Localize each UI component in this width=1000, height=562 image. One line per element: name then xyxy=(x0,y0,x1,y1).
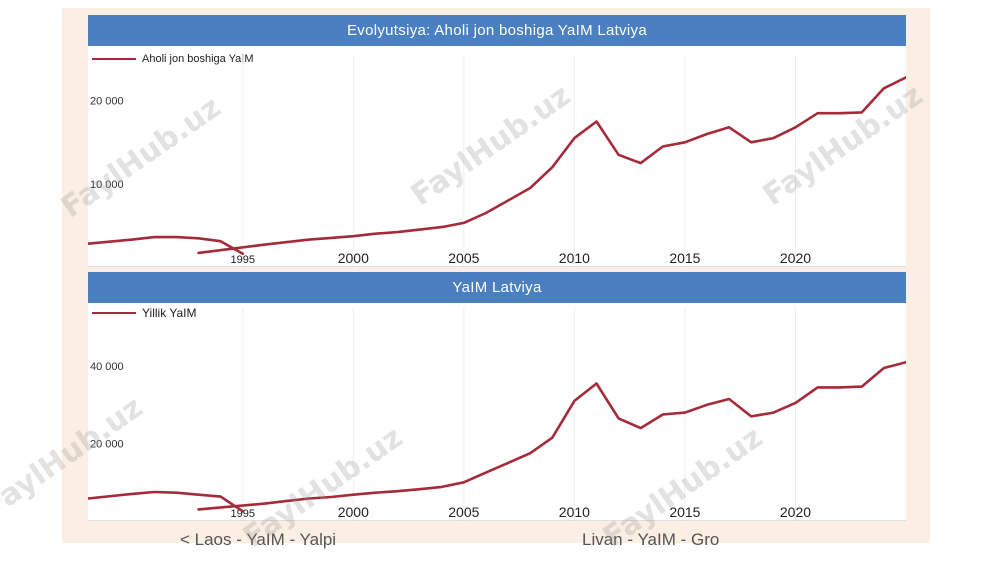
x-tick-label: 2020 xyxy=(780,250,811,266)
x-tick-label: 2010 xyxy=(559,250,590,266)
x-tick-label: 2010 xyxy=(559,504,590,520)
legend-label: Yillik YaIM xyxy=(142,306,197,320)
series-line xyxy=(197,360,906,511)
y-tick-label: 20 000 xyxy=(90,439,124,451)
x-tick-label: 2000 xyxy=(338,504,369,520)
legend-label: Aholi jon boshiga YaIM xyxy=(142,53,254,65)
y-tick-label: 40 000 xyxy=(90,361,124,373)
series-line xyxy=(197,75,906,255)
annual-gdp-chart-panel: YaIM Latviya Yillik YaIM 20 000 40 000 199… xyxy=(88,272,906,521)
chart-title: YaIM Latviya xyxy=(88,272,906,303)
gdp-per-capita-chart: 10 000 20 000 1995 2000 2005 2010 2015 2020 xyxy=(88,55,906,267)
gdp-per-capita-chart-panel: Evolyutsiya: Aholi jon boshiga YaIM Latv… xyxy=(88,15,906,267)
legend-swatch xyxy=(92,312,136,314)
x-tick-label: 2015 xyxy=(669,250,700,266)
x-tick-label: 2015 xyxy=(669,504,700,520)
x-tick-label: 1995 xyxy=(231,508,255,520)
y-tick-label: 10 000 xyxy=(90,179,124,191)
x-tick-label: 2005 xyxy=(448,250,479,266)
series-line xyxy=(88,490,245,513)
x-tick-label: 1995 xyxy=(231,254,255,266)
x-tick-label: 2005 xyxy=(448,504,479,520)
legend-swatch xyxy=(92,58,136,60)
next-country-link[interactable]: Livan - YaIM - Gro xyxy=(582,530,720,549)
x-tick-label: 2000 xyxy=(338,250,369,266)
x-tick-label: 2020 xyxy=(780,504,811,520)
prev-country-link[interactable]: < Laos - YaIM - Yalpi xyxy=(180,530,337,549)
series-line xyxy=(88,235,245,255)
chart-legend: Yillik YaIM xyxy=(92,306,196,320)
chart-title: Evolyutsiya: Aholi jon boshiga YaIM Latv… xyxy=(88,15,906,46)
chart-legend: Aholi jon boshiga YaIM xyxy=(92,53,254,65)
annual-gdp-chart: 20 000 40 000 1995 2000 2005 2010 2015 2020 xyxy=(88,308,906,521)
y-tick-label: 20 000 xyxy=(90,96,124,108)
